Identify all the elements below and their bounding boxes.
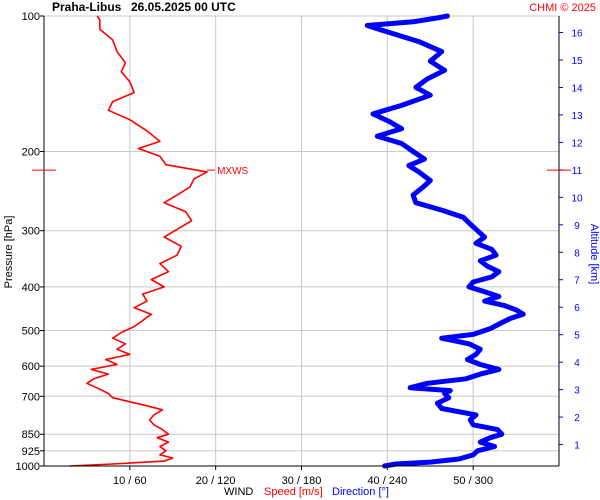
altitude-tick-label: 12 <box>571 138 583 149</box>
altitude-tick-label: 10 <box>571 193 583 204</box>
altitude-tick-label: 16 <box>571 28 583 39</box>
x-axis-title-direction: Direction [°] <box>332 486 389 498</box>
altitude-tick-label: 4 <box>574 358 580 369</box>
wind-tick-label: 50 / 300 <box>453 475 493 487</box>
altitude-tick-label: 6 <box>574 303 580 314</box>
direction-series-line <box>364 13 526 469</box>
sounding-datetime: 26.05.2025 00 UTC <box>131 0 236 14</box>
station-title: Praha-Libus <box>52 0 122 14</box>
altitude-tick-label: 15 <box>571 56 583 67</box>
altitude-tick-label: 8 <box>574 248 580 259</box>
wind-tick-label: 30 / 180 <box>282 475 322 487</box>
pressure-axis-title: Pressure [hPa] <box>3 216 15 289</box>
max-wind-label: MXWS <box>217 166 248 177</box>
altitude-tick-label: 7 <box>574 276 580 287</box>
wind-tick-label: 20 / 120 <box>196 475 236 487</box>
grid-lines <box>44 15 559 466</box>
pressure-tick-label: 1000 <box>16 461 40 473</box>
altitude-tick-label: 11 <box>572 166 583 177</box>
pressure-tick-label: 300 <box>22 226 40 238</box>
altitude-axis-title: Altitude [km] <box>588 224 600 285</box>
altitude-tick-label: 1 <box>574 441 580 452</box>
pressure-tick-label: 400 <box>22 282 40 294</box>
pressure-tick-label: 925 <box>22 446 40 458</box>
pressure-tick-label: 100 <box>22 11 40 23</box>
pressure-tick-label: 200 <box>22 146 40 158</box>
speed-series-line <box>69 15 208 467</box>
pressure-tick-label: 600 <box>22 361 40 373</box>
x-axis-title-wind: WIND <box>224 486 253 498</box>
altitude-tick-label: 9 <box>574 221 580 232</box>
pressure-axis: 100 200 300 400 500 600 700 850 925 1000 <box>16 11 44 473</box>
altitude-tick-label: 14 <box>571 83 583 94</box>
x-axis-title-speed: Speed [m/s] <box>264 486 323 498</box>
wind-axis: 10 / 60 20 / 120 30 / 180 40 / 240 50 / 300 <box>113 466 493 487</box>
altitude-tick-label: 5 <box>574 331 580 342</box>
wind-tick-label: 40 / 240 <box>367 475 407 487</box>
series-layer <box>69 13 526 469</box>
pressure-tick-label: 700 <box>22 391 40 403</box>
altitude-tick-label: 3 <box>574 386 580 397</box>
pressure-tick-label: 500 <box>22 326 40 338</box>
max-wind-marker: MXWS <box>32 166 571 177</box>
altitude-tick-label: 13 <box>571 111 583 122</box>
altitude-tick-label: 2 <box>574 413 580 424</box>
wind-tick-label: 10 / 60 <box>113 475 147 487</box>
copyright-label: CHMI © 2025 <box>529 2 596 14</box>
pressure-tick-label: 850 <box>22 429 40 441</box>
